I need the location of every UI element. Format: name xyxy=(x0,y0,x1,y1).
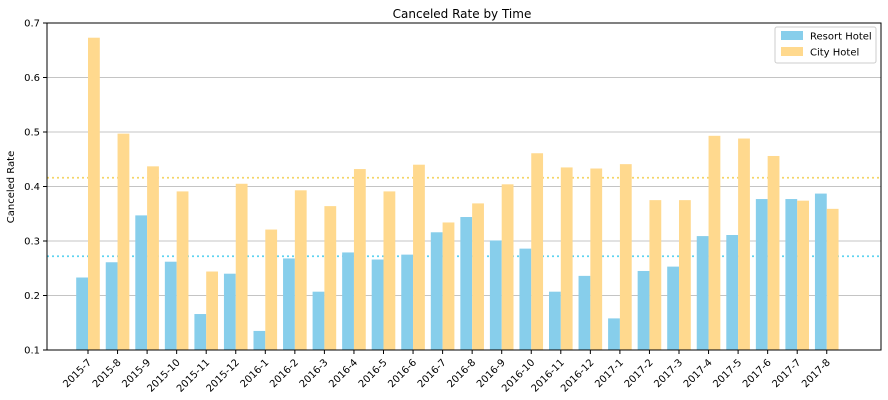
y-tick-label: 0.5 xyxy=(24,128,40,139)
bar-resort-hotel xyxy=(785,199,798,350)
bar-city-hotel xyxy=(176,191,189,350)
bar-city-hotel xyxy=(294,190,307,350)
legend: Resort Hotel City Hotel xyxy=(774,26,877,64)
bar-resort-hotel xyxy=(253,330,266,350)
bar-city-hotel xyxy=(88,37,100,351)
y-axis-label: Canceled Rate xyxy=(6,151,17,224)
bar-resort-hotel xyxy=(667,266,679,350)
bar-city-hotel xyxy=(235,183,248,350)
x-tick-label: 2016-3 xyxy=(298,357,331,390)
bar-resort-hotel xyxy=(312,291,325,350)
x-tick-label: 2016-4 xyxy=(327,357,360,390)
bar-city-hotel xyxy=(590,168,603,350)
y-tick-label: 0.4 xyxy=(24,182,40,193)
bar-city-hotel xyxy=(206,271,218,350)
x-tick-label: 2015-8 xyxy=(91,357,124,390)
bar-resort-hotel xyxy=(164,261,177,350)
y-tick-label: 0.2 xyxy=(24,291,40,302)
bar-city-hotel xyxy=(619,164,632,350)
bar-city-hotel xyxy=(147,166,159,350)
bar-city-hotel xyxy=(472,203,484,350)
x-tick-label: 2017-2 xyxy=(623,357,656,390)
bar-resort-hotel xyxy=(223,273,236,350)
bar-city-hotel xyxy=(442,222,455,350)
legend-label-city-hotel: City Hotel xyxy=(810,48,859,59)
bar-city-hotel xyxy=(738,138,750,350)
x-tick-label: 2017-1 xyxy=(593,357,626,390)
y-tick-label: 0.1 xyxy=(24,346,40,357)
bar-resort-hotel xyxy=(814,193,827,350)
bar-city-hotel xyxy=(265,229,278,350)
bar-resort-hotel xyxy=(76,277,88,350)
bar-resort-hotel xyxy=(430,232,443,350)
bar-city-hotel xyxy=(708,135,721,350)
chart-title: Canceled Rate by Time xyxy=(393,7,532,21)
y-tick-label: 0.7 xyxy=(24,19,40,30)
x-tick-label: 2016-1 xyxy=(239,357,272,390)
bar-city-hotel xyxy=(353,169,366,350)
bar-resort-hotel xyxy=(105,262,118,350)
x-tick-label: 2017-4 xyxy=(682,357,715,390)
bar-resort-hotel xyxy=(519,248,532,350)
bar-city-hotel xyxy=(679,200,691,350)
x-tick-label: 2017-8 xyxy=(800,357,833,390)
y-tick-label: 0.3 xyxy=(24,237,40,248)
bar-resort-hotel xyxy=(283,258,295,350)
x-tick-label: 2016-7 xyxy=(416,357,449,390)
x-tick-label: 2017-6 xyxy=(741,357,774,390)
bar-resort-hotel xyxy=(135,215,148,350)
x-tick-label: 2016-6 xyxy=(386,357,419,390)
bar-resort-hotel xyxy=(549,291,561,350)
x-axis: 2015-72015-82015-92015-102015-112015-122… xyxy=(61,350,833,395)
x-tick-label: 2016-8 xyxy=(445,357,478,390)
x-tick-label: 2015-7 xyxy=(61,357,94,390)
bar-resort-hotel xyxy=(726,235,739,350)
bar-resort-hotel xyxy=(578,275,591,350)
bar-resort-hotel xyxy=(401,254,414,350)
bar-city-hotel xyxy=(324,206,337,350)
bar-city-hotel xyxy=(560,167,573,350)
bar-city-hotel xyxy=(383,191,396,350)
bar-city-hotel xyxy=(649,200,662,350)
bar-resort-hotel xyxy=(342,252,354,350)
bar-city-hotel xyxy=(413,164,425,350)
bar-city-hotel xyxy=(531,153,544,350)
bar-resort-hotel xyxy=(194,314,207,350)
y-axis: 0.1 0.2 0.3 0.4 0.5 0.6 0.7 xyxy=(24,19,47,357)
x-tick-label: 2017-7 xyxy=(770,357,803,390)
legend-swatch-city-hotel xyxy=(781,47,803,56)
bar-resort-hotel xyxy=(637,270,650,350)
bar-resort-hotel xyxy=(489,240,502,350)
x-tick-label: 2016-2 xyxy=(268,357,301,390)
bar-resort-hotel xyxy=(460,217,473,350)
bar-city-hotel xyxy=(826,208,839,350)
bar-resort-hotel xyxy=(696,236,709,350)
x-tick-label: 2016-5 xyxy=(357,357,390,390)
bar-resort-hotel xyxy=(608,318,620,350)
x-tick-label: 2017-3 xyxy=(652,357,685,390)
y-tick-label: 0.6 xyxy=(24,73,40,84)
legend-swatch-resort-hotel xyxy=(781,31,803,40)
legend-label-resort-hotel: Resort Hotel xyxy=(810,32,872,43)
bar-resort-hotel xyxy=(755,199,768,350)
bar-city-hotel xyxy=(767,155,780,350)
bars xyxy=(76,37,839,351)
bar-city-hotel xyxy=(501,184,514,350)
bar-resort-hotel xyxy=(371,259,384,350)
bar-city-hotel xyxy=(797,200,809,350)
bar-city-hotel xyxy=(117,133,130,350)
x-tick-label: 2017-5 xyxy=(711,357,744,390)
